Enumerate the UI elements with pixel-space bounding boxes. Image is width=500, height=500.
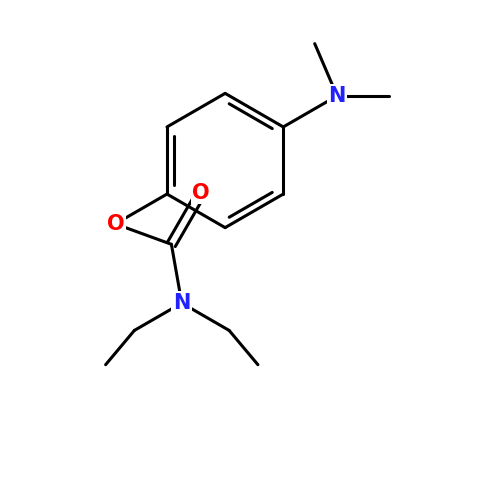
Text: O: O xyxy=(106,214,124,234)
Text: O: O xyxy=(192,182,210,203)
Text: N: N xyxy=(173,293,190,313)
Text: N: N xyxy=(328,86,346,106)
